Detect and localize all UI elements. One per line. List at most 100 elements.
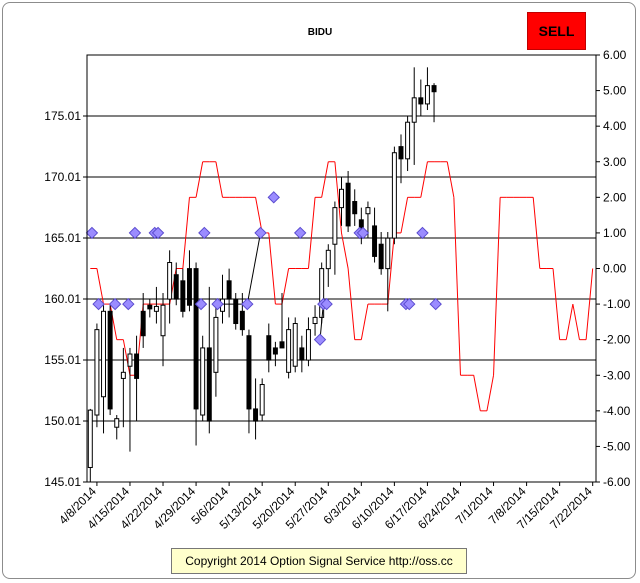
- candle: [418, 79, 424, 117]
- candle-body: [411, 97, 417, 123]
- candle: [319, 262, 325, 324]
- candle: [193, 262, 199, 446]
- candle: [372, 207, 378, 263]
- signal-segment: [565, 303, 574, 340]
- plot-area: [86, 54, 597, 483]
- right-tick-label: 0.00: [603, 262, 627, 276]
- marker-connector: [319, 304, 324, 340]
- candle-body: [365, 207, 371, 215]
- signal-segment: [473, 375, 481, 411]
- candle-body: [107, 310, 113, 410]
- signal-marker: [293, 226, 307, 240]
- left-tick-label: 170.01: [44, 170, 81, 184]
- signal-marker: [108, 297, 122, 311]
- axes: 145.01 150.01 155.01 160.01 165.01 170.01 175.…: [44, 48, 630, 532]
- candle: [411, 67, 417, 165]
- candle: [153, 286, 159, 324]
- candle: [160, 293, 166, 367]
- signal-marker: [429, 297, 442, 311]
- candle-body: [167, 262, 173, 300]
- candle: [200, 335, 206, 422]
- candle: [352, 189, 358, 226]
- marker-connector: [246, 232, 262, 305]
- candle-body: [173, 274, 179, 300]
- candle: [87, 408, 93, 482]
- copyright-note: Copyright 2014 Option Signal Service htt…: [171, 548, 467, 574]
- signal-marker: [416, 226, 429, 240]
- candle-body: [279, 341, 285, 349]
- candle-body: [339, 188, 344, 209]
- candle: [312, 305, 318, 336]
- signal-segment: [446, 161, 455, 198]
- signal-segment: [321, 161, 329, 198]
- right-tick-label: -3.00: [603, 368, 631, 382]
- candle: [339, 177, 344, 226]
- chart-title: BIDU: [308, 27, 332, 38]
- signal-segment: [493, 197, 501, 376]
- candle: [107, 305, 113, 416]
- candle: [173, 262, 179, 306]
- candle: [101, 305, 107, 434]
- signal-segment: [360, 303, 369, 340]
- candle: [398, 134, 404, 184]
- signal-marker: [356, 226, 370, 240]
- candle-body: [134, 353, 140, 379]
- signal-segment: [486, 375, 495, 411]
- signal-segment: [387, 232, 395, 305]
- candle-body: [87, 409, 93, 468]
- candle-body: [239, 310, 245, 331]
- right-tick-label: 5.00: [603, 84, 627, 98]
- candle-body: [160, 304, 166, 337]
- signal-segment: [96, 268, 105, 305]
- signal-segment: [400, 197, 409, 234]
- candle-body: [352, 201, 358, 215]
- candle-body: [378, 243, 384, 270]
- candle-body: [193, 268, 199, 410]
- candle-body: [186, 268, 192, 306]
- candle: [114, 415, 120, 440]
- signal-marker: [122, 297, 135, 311]
- candle: [424, 67, 430, 111]
- candle: [253, 378, 259, 440]
- candle: [272, 341, 278, 367]
- candle: [299, 335, 305, 373]
- candle: [226, 268, 232, 318]
- signal-marker: [85, 226, 99, 240]
- candle-body: [405, 121, 411, 160]
- candle-body: [312, 316, 318, 325]
- signal-segment: [420, 161, 428, 198]
- signal-segment: [453, 197, 461, 376]
- right-tick-label: 3.00: [603, 155, 627, 169]
- candle-body: [272, 347, 278, 355]
- signal-segment: [281, 268, 290, 305]
- left-tick-label: 145.01: [44, 475, 81, 489]
- candle-body: [200, 347, 206, 416]
- candle-body: [213, 316, 219, 373]
- signal-marker: [313, 333, 327, 346]
- candle: [345, 171, 351, 233]
- right-tick-label: 2.00: [603, 190, 627, 204]
- signal-segment: [347, 268, 356, 340]
- candle-body: [345, 182, 351, 227]
- signal-marker: [198, 226, 211, 240]
- signal-marker: [151, 226, 165, 240]
- signal-segment: [182, 197, 190, 269]
- signal-marker: [92, 297, 105, 311]
- candlesticks: [87, 67, 437, 482]
- candle: [431, 83, 437, 123]
- candle-body: [286, 329, 292, 373]
- candle: [186, 250, 192, 312]
- signal-line: [90, 161, 594, 412]
- candle: [220, 274, 225, 324]
- candle: [180, 268, 186, 318]
- candle-body: [385, 237, 391, 270]
- candle: [378, 232, 384, 275]
- candle: [266, 323, 272, 373]
- candle: [305, 317, 311, 367]
- candle: [332, 201, 338, 275]
- signal-segment: [552, 268, 561, 340]
- right-tick-label: -4.00: [603, 404, 631, 418]
- candle-body: [259, 384, 265, 416]
